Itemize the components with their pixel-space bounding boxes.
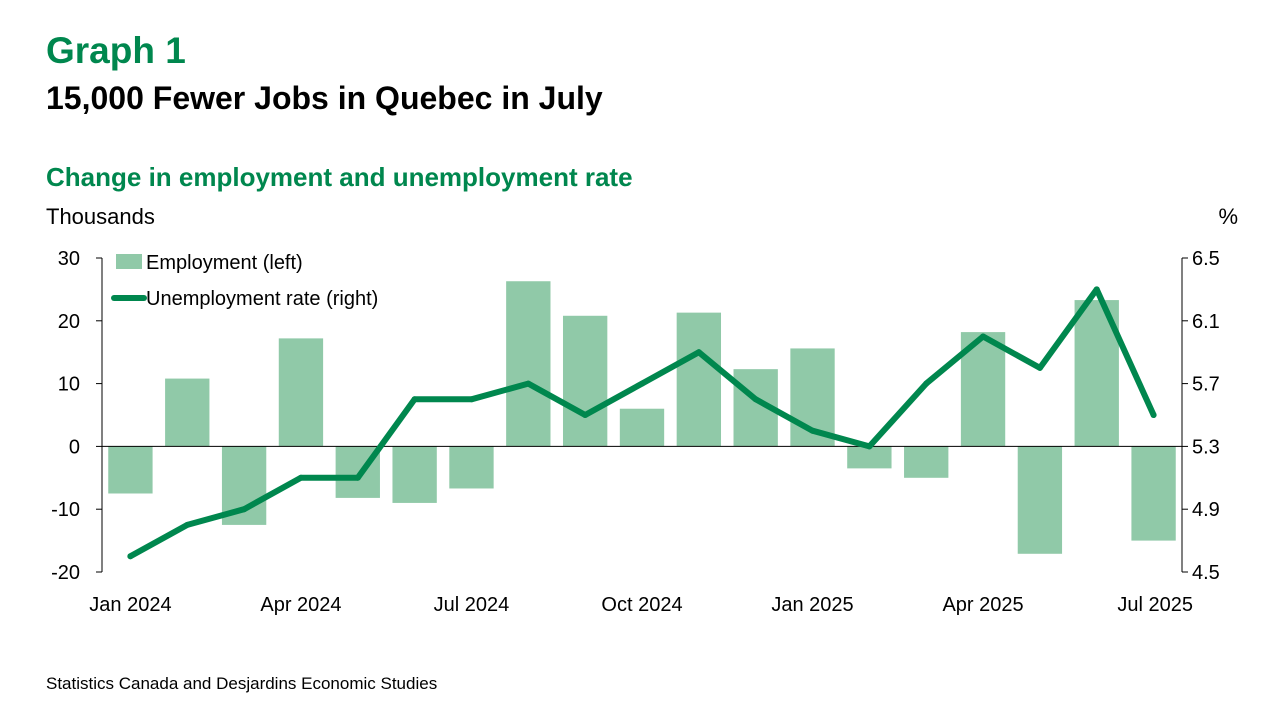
unemployment-rate-point: [297, 474, 304, 481]
source-note: Statistics Canada and Desjardins Economi…: [46, 674, 438, 693]
unemployment-rate-point: [695, 349, 702, 356]
unemployment-rate-point: [639, 380, 645, 387]
employment-bar: [676, 312, 722, 447]
unemployment-rate-point: [468, 396, 475, 403]
left-axis-unit-label: Thousands: [46, 204, 155, 229]
employment-bar: [1017, 446, 1063, 554]
x-axis-tick-label: Jul 2024: [434, 594, 510, 616]
right-axis-tick-label: 5.7: [1192, 374, 1220, 396]
unemployment-rate-point: [1036, 364, 1043, 371]
x-axis-tick-label: Jan 2024: [89, 594, 171, 616]
left-axis-tick-label: 0: [69, 436, 80, 458]
unemployment-rate-point: [354, 474, 361, 481]
unemployment-rate-point: [184, 521, 191, 528]
right-axis-tick-label: 4.5: [1192, 562, 1220, 584]
left-axis-tick-label: -20: [51, 562, 80, 584]
employment-bar: [392, 446, 437, 503]
x-axis-tick-label: Oct 2024: [601, 594, 682, 616]
x-axis-tick-label: Jan 2025: [771, 594, 853, 616]
employment-bar: [904, 446, 949, 478]
employment-bar: [278, 338, 324, 447]
employment-bar: [847, 446, 892, 469]
legend-bar-swatch: [116, 254, 142, 269]
chart-title: Change in employment and unemployment ra…: [46, 162, 633, 192]
unemployment-rate-point: [1093, 286, 1100, 293]
employment-bar: [619, 408, 665, 447]
unemployment-rate-point: [809, 427, 816, 434]
legend-line-label: Unemployment rate (right): [146, 288, 378, 310]
right-axis-tick-label: 6.1: [1192, 311, 1220, 333]
unemployment-rate-point: [127, 553, 134, 560]
left-axis-tick-label: 30: [58, 248, 80, 270]
unemployment-rate-point: [582, 412, 589, 418]
right-axis-unit-label: %: [1218, 204, 1238, 229]
employment-bar: [506, 281, 551, 447]
unemployment-rate-point: [866, 443, 873, 450]
x-axis-tick-label: Jul 2025: [1117, 594, 1193, 616]
unemployment-rate-point: [411, 396, 418, 403]
employment-bar: [562, 315, 608, 447]
unemployment-rate-point: [1150, 412, 1157, 418]
employment-bar: [449, 446, 494, 489]
x-axis-tick-label: Apr 2025: [942, 594, 1023, 616]
employment-bar: [108, 446, 153, 494]
employment-bar: [165, 378, 210, 447]
right-axis-tick-label: 5.3: [1192, 436, 1220, 458]
unemployment-rate-point: [241, 506, 248, 513]
unemployment-rate-point: [980, 333, 987, 340]
legend-bar-label: Employment (left): [146, 252, 303, 274]
right-axis-tick-label: 6.5: [1192, 248, 1220, 270]
unemployment-rate-point: [752, 396, 759, 403]
unemployment-rate-point: [525, 380, 532, 387]
employment-bar: [1131, 446, 1176, 541]
left-axis-tick-label: 20: [58, 311, 80, 333]
unemployment-rate-point: [923, 380, 930, 387]
left-axis-tick-label: 10: [58, 374, 80, 396]
left-axis-tick-label: -10: [51, 499, 80, 521]
x-axis-tick-label: Apr 2024: [260, 594, 341, 616]
right-axis-tick-label: 4.9: [1192, 499, 1220, 521]
page-title: 15,000 Fewer Jobs in Quebec in July: [46, 80, 603, 116]
graph-label: Graph 1: [46, 30, 186, 71]
